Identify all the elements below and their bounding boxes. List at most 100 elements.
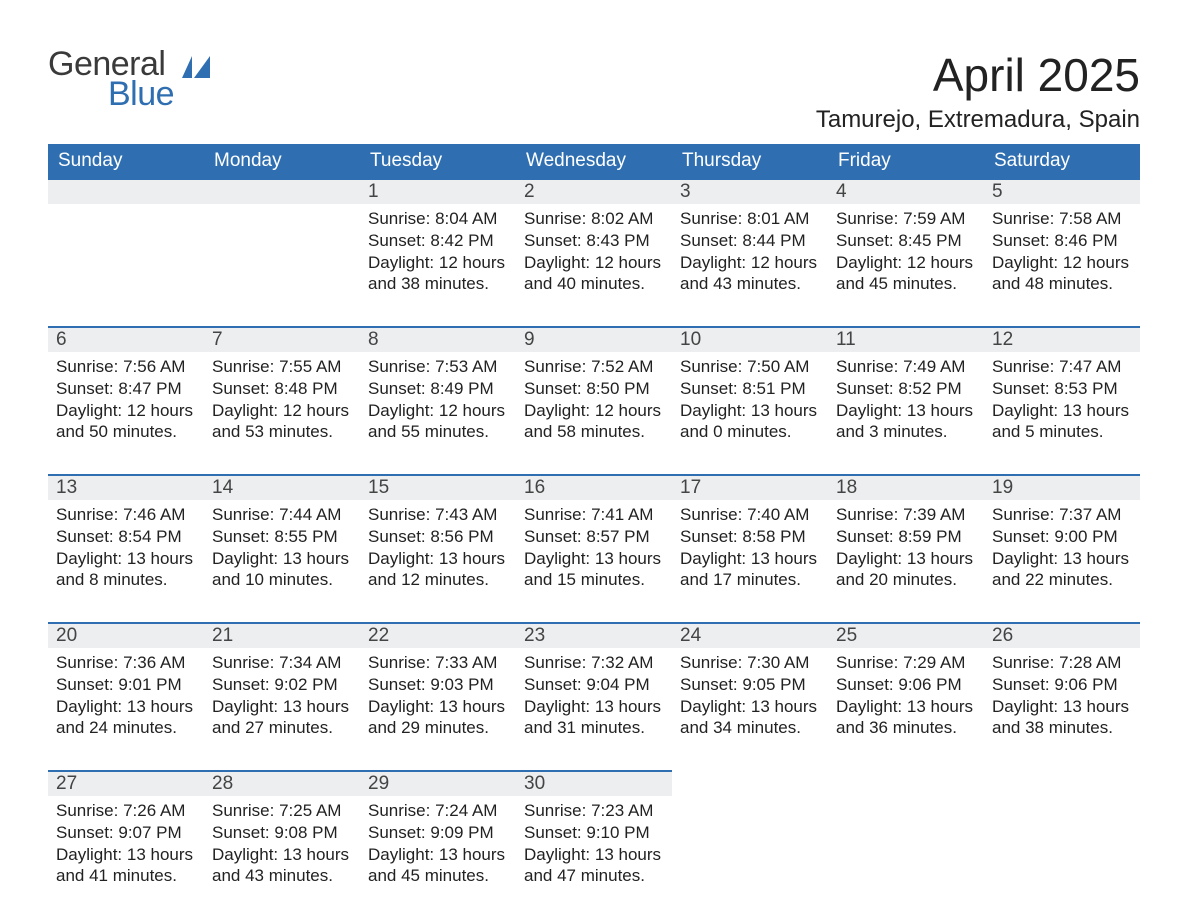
daylight-line: Daylight: 13 hours and 0 minutes. bbox=[680, 400, 820, 444]
sunset-line: Sunset: 9:10 PM bbox=[524, 822, 664, 844]
calendar-cell bbox=[984, 770, 1140, 918]
day-number-bar: 3 bbox=[672, 178, 828, 204]
calendar-cell: 5Sunrise: 7:58 AMSunset: 8:46 PMDaylight… bbox=[984, 178, 1140, 326]
daylight-line: Daylight: 13 hours and 24 minutes. bbox=[56, 696, 196, 740]
sunrise-line: Sunrise: 7:55 AM bbox=[212, 356, 352, 378]
sunrise-line: Sunrise: 7:37 AM bbox=[992, 504, 1132, 526]
sunset-line: Sunset: 8:49 PM bbox=[368, 378, 508, 400]
day-body: Sunrise: 7:36 AMSunset: 9:01 PMDaylight:… bbox=[48, 648, 204, 739]
logo-word-2: Blue bbox=[108, 78, 174, 110]
sunrise-line: Sunrise: 7:39 AM bbox=[836, 504, 976, 526]
sunrise-line: Sunrise: 7:32 AM bbox=[524, 652, 664, 674]
sunset-line: Sunset: 8:47 PM bbox=[56, 378, 196, 400]
day-number-bar: 6 bbox=[48, 326, 204, 352]
calendar-cell: 20Sunrise: 7:36 AMSunset: 9:01 PMDayligh… bbox=[48, 622, 204, 770]
day-number-bar: 1 bbox=[360, 178, 516, 204]
day-number-bar: 16 bbox=[516, 474, 672, 500]
daylight-line: Daylight: 13 hours and 45 minutes. bbox=[368, 844, 508, 888]
logo-flag-icon bbox=[182, 56, 210, 78]
daylight-line: Daylight: 13 hours and 10 minutes. bbox=[212, 548, 352, 592]
calendar-week-row: 13Sunrise: 7:46 AMSunset: 8:54 PMDayligh… bbox=[48, 474, 1140, 622]
calendar-cell bbox=[48, 178, 204, 326]
sunset-line: Sunset: 8:50 PM bbox=[524, 378, 664, 400]
sunrise-line: Sunrise: 7:59 AM bbox=[836, 208, 976, 230]
sunset-line: Sunset: 9:03 PM bbox=[368, 674, 508, 696]
calendar-cell: 24Sunrise: 7:30 AMSunset: 9:05 PMDayligh… bbox=[672, 622, 828, 770]
day-number-bar: 10 bbox=[672, 326, 828, 352]
weekday-header: Saturday bbox=[984, 144, 1140, 178]
calendar-cell: 27Sunrise: 7:26 AMSunset: 9:07 PMDayligh… bbox=[48, 770, 204, 918]
daylight-line: Daylight: 12 hours and 55 minutes. bbox=[368, 400, 508, 444]
day-body: Sunrise: 7:44 AMSunset: 8:55 PMDaylight:… bbox=[204, 500, 360, 591]
daylight-line: Daylight: 13 hours and 29 minutes. bbox=[368, 696, 508, 740]
day-number-bar-empty bbox=[204, 178, 360, 204]
day-body: Sunrise: 7:53 AMSunset: 8:49 PMDaylight:… bbox=[360, 352, 516, 443]
day-number-bar: 17 bbox=[672, 474, 828, 500]
calendar-body: 1Sunrise: 8:04 AMSunset: 8:42 PMDaylight… bbox=[48, 178, 1140, 918]
sunset-line: Sunset: 8:57 PM bbox=[524, 526, 664, 548]
day-body: Sunrise: 7:58 AMSunset: 8:46 PMDaylight:… bbox=[984, 204, 1140, 295]
calendar-cell: 25Sunrise: 7:29 AMSunset: 9:06 PMDayligh… bbox=[828, 622, 984, 770]
sunrise-line: Sunrise: 7:40 AM bbox=[680, 504, 820, 526]
daylight-line: Daylight: 12 hours and 40 minutes. bbox=[524, 252, 664, 296]
sunset-line: Sunset: 9:06 PM bbox=[836, 674, 976, 696]
day-number-bar: 13 bbox=[48, 474, 204, 500]
day-number-bar: 8 bbox=[360, 326, 516, 352]
day-number-bar: 12 bbox=[984, 326, 1140, 352]
sunset-line: Sunset: 8:46 PM bbox=[992, 230, 1132, 252]
calendar-cell: 23Sunrise: 7:32 AMSunset: 9:04 PMDayligh… bbox=[516, 622, 672, 770]
location-subtitle: Tamurejo, Extremadura, Spain bbox=[816, 106, 1140, 134]
calendar-week-row: 27Sunrise: 7:26 AMSunset: 9:07 PMDayligh… bbox=[48, 770, 1140, 918]
sunrise-line: Sunrise: 8:02 AM bbox=[524, 208, 664, 230]
weekday-header: Friday bbox=[828, 144, 984, 178]
calendar-cell: 7Sunrise: 7:55 AMSunset: 8:48 PMDaylight… bbox=[204, 326, 360, 474]
sunset-line: Sunset: 8:44 PM bbox=[680, 230, 820, 252]
day-body: Sunrise: 7:28 AMSunset: 9:06 PMDaylight:… bbox=[984, 648, 1140, 739]
daylight-line: Daylight: 13 hours and 3 minutes. bbox=[836, 400, 976, 444]
day-body: Sunrise: 7:50 AMSunset: 8:51 PMDaylight:… bbox=[672, 352, 828, 443]
sunrise-line: Sunrise: 7:34 AM bbox=[212, 652, 352, 674]
day-body: Sunrise: 7:32 AMSunset: 9:04 PMDaylight:… bbox=[516, 648, 672, 739]
sunrise-line: Sunrise: 8:04 AM bbox=[368, 208, 508, 230]
sunrise-line: Sunrise: 7:23 AM bbox=[524, 800, 664, 822]
calendar-cell: 11Sunrise: 7:49 AMSunset: 8:52 PMDayligh… bbox=[828, 326, 984, 474]
sunset-line: Sunset: 8:45 PM bbox=[836, 230, 976, 252]
sunset-line: Sunset: 8:59 PM bbox=[836, 526, 976, 548]
day-number-bar: 18 bbox=[828, 474, 984, 500]
sunrise-line: Sunrise: 7:29 AM bbox=[836, 652, 976, 674]
sunrise-line: Sunrise: 7:26 AM bbox=[56, 800, 196, 822]
day-number-bar: 9 bbox=[516, 326, 672, 352]
day-body: Sunrise: 7:29 AMSunset: 9:06 PMDaylight:… bbox=[828, 648, 984, 739]
sunset-line: Sunset: 9:01 PM bbox=[56, 674, 196, 696]
sunset-line: Sunset: 9:02 PM bbox=[212, 674, 352, 696]
daylight-line: Daylight: 13 hours and 36 minutes. bbox=[836, 696, 976, 740]
calendar-week-row: 1Sunrise: 8:04 AMSunset: 8:42 PMDaylight… bbox=[48, 178, 1140, 326]
sunset-line: Sunset: 9:09 PM bbox=[368, 822, 508, 844]
day-body: Sunrise: 7:46 AMSunset: 8:54 PMDaylight:… bbox=[48, 500, 204, 591]
daylight-line: Daylight: 13 hours and 20 minutes. bbox=[836, 548, 976, 592]
sunrise-line: Sunrise: 7:47 AM bbox=[992, 356, 1132, 378]
sunrise-line: Sunrise: 7:36 AM bbox=[56, 652, 196, 674]
sunrise-line: Sunrise: 7:56 AM bbox=[56, 356, 196, 378]
logo-text: General Blue bbox=[48, 48, 174, 111]
day-number-bar: 14 bbox=[204, 474, 360, 500]
calendar-cell: 28Sunrise: 7:25 AMSunset: 9:08 PMDayligh… bbox=[204, 770, 360, 918]
day-body: Sunrise: 7:39 AMSunset: 8:59 PMDaylight:… bbox=[828, 500, 984, 591]
calendar-cell: 26Sunrise: 7:28 AMSunset: 9:06 PMDayligh… bbox=[984, 622, 1140, 770]
logo: General Blue bbox=[48, 48, 210, 111]
day-number-bar: 7 bbox=[204, 326, 360, 352]
day-body: Sunrise: 7:47 AMSunset: 8:53 PMDaylight:… bbox=[984, 352, 1140, 443]
sunset-line: Sunset: 8:51 PM bbox=[680, 378, 820, 400]
day-body: Sunrise: 7:25 AMSunset: 9:08 PMDaylight:… bbox=[204, 796, 360, 887]
day-body: Sunrise: 8:04 AMSunset: 8:42 PMDaylight:… bbox=[360, 204, 516, 295]
day-body: Sunrise: 7:37 AMSunset: 9:00 PMDaylight:… bbox=[984, 500, 1140, 591]
day-number-bar: 4 bbox=[828, 178, 984, 204]
calendar-cell: 6Sunrise: 7:56 AMSunset: 8:47 PMDaylight… bbox=[48, 326, 204, 474]
day-body: Sunrise: 7:49 AMSunset: 8:52 PMDaylight:… bbox=[828, 352, 984, 443]
page-header: General Blue April 2025 Tamurejo, Extrem… bbox=[48, 48, 1140, 134]
daylight-line: Daylight: 13 hours and 8 minutes. bbox=[56, 548, 196, 592]
calendar-cell: 19Sunrise: 7:37 AMSunset: 9:00 PMDayligh… bbox=[984, 474, 1140, 622]
daylight-line: Daylight: 12 hours and 38 minutes. bbox=[368, 252, 508, 296]
day-number-bar: 26 bbox=[984, 622, 1140, 648]
day-number-bar: 22 bbox=[360, 622, 516, 648]
